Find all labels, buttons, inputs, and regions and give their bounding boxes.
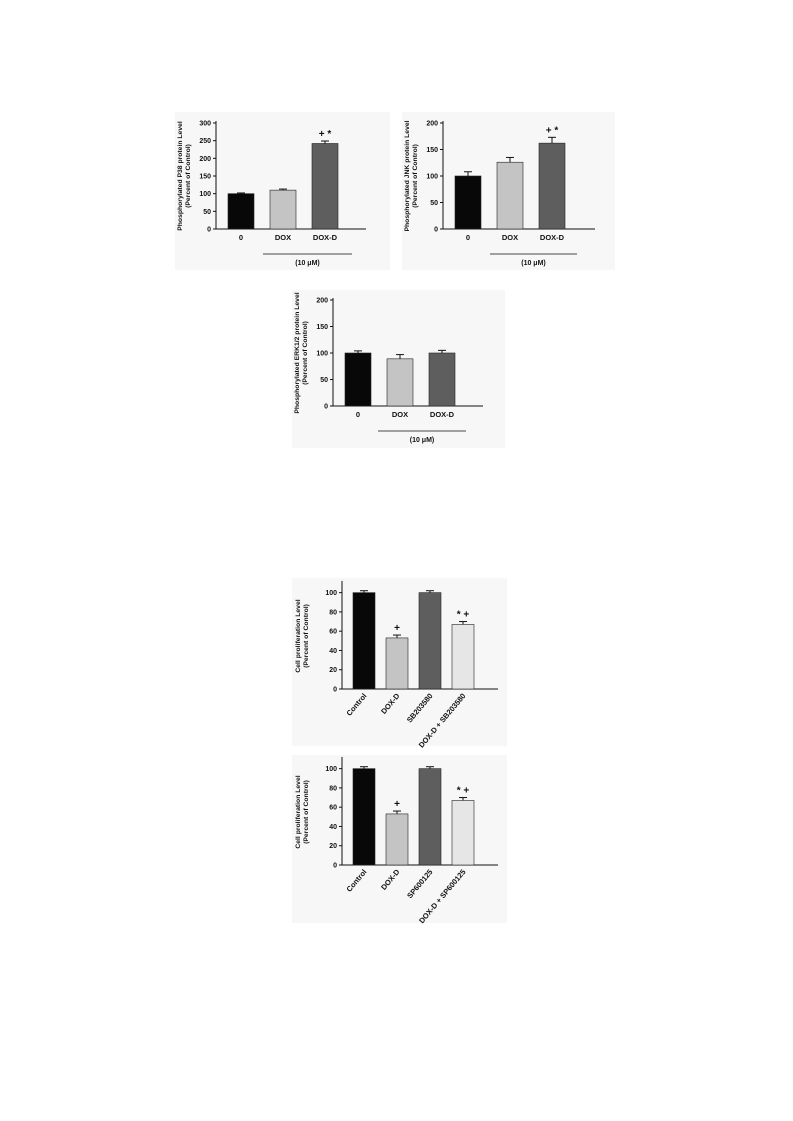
y-axis-label-line1: Phosphorylated ERK1/2 protein Level [294,292,301,413]
y-tick-label: 100 [199,191,211,198]
y-axis-label-line2: (Percent of Control) [303,780,310,844]
bar [269,189,297,230]
y-tick-label: 100 [325,590,337,597]
bar [454,175,482,230]
chart-prolif-sb: 0 20 40 60 80 100 Cell proliferation Level (Per… [295,581,498,750]
bar [352,768,376,866]
x-tick-label-text: Control [344,868,368,894]
y-tick-label: 20 [329,843,337,850]
bar [386,358,414,407]
y-tick-label: 40 [329,824,337,831]
bar [428,352,456,407]
y-tick-label: 100 [325,766,337,773]
bar [538,142,566,230]
y-tick-label: 100 [426,174,438,181]
x-tick-label: Control [344,868,368,894]
x-tick-label: DOX-D [430,410,455,419]
bar [385,637,409,690]
y-tick-label: 0 [434,227,438,234]
chart-p38: 0 50 100 150 200 250 300 Phosphorylated P38 pro… [177,121,366,267]
x-tick-label: DOX [502,233,518,242]
bar [451,624,475,690]
y-axis-label-line2: (Percent of Control) [185,144,192,208]
y-tick-label: 200 [426,121,438,128]
y-tick-label: 150 [199,174,211,181]
x-tick-label-text: DOX-D [379,691,402,716]
x-tick-label: 0 [239,233,243,242]
concentration-label: (10 μM) [295,260,320,267]
y-tick-label: 40 [329,648,337,655]
chart-jnk: 0 50 100 150 200 Phosphorylated JNK protein L… [404,120,595,267]
x-tick-label-text: SB203580 [405,692,435,725]
y-tick-label: 0 [324,404,328,411]
x-tick-label: 0 [466,233,470,242]
y-axis-label-line1: Cell proliferation Level [295,599,302,672]
concentration-label: (10 μM) [521,260,546,267]
x-tick-label: DOX [392,410,408,419]
y-tick-label: 60 [329,629,337,636]
bar [227,193,255,230]
x-tick-label-text: DOX-D [379,867,402,892]
x-tick-label: DOX-D [379,691,402,716]
x-tick-label: 0 [356,410,360,419]
y-tick-label: 0 [333,863,337,870]
y-axis-label-line1: Phosphorylated P38 protein Level [177,121,184,231]
bar [352,592,376,690]
bar [496,161,524,230]
bar [344,352,372,407]
significance-mark: + [394,623,400,634]
x-tick-label: DOX [275,233,291,242]
y-tick-label: 200 [199,156,211,163]
y-axis-label-line2: (Percent of Control) [412,144,419,208]
y-tick-label: 250 [199,138,211,145]
x-tick-label: SB203580 [405,692,435,725]
significance-mark: + [394,799,400,810]
significance-mark: * + [457,610,470,621]
y-axis-label: Cell proliferation Level (Percent of Cont… [295,599,310,672]
y-axis-label-line1: Cell proliferation Level [295,775,302,848]
y-tick-label: 300 [199,121,211,128]
y-axis-label: Phosphorylated P38 protein Level (Percent… [177,121,192,231]
y-tick-label: 50 [430,200,438,207]
bar [418,592,442,690]
y-tick-label: 100 [316,351,328,358]
y-tick-label: 80 [329,785,337,792]
y-axis-label: Phosphorylated JNK protein Level (Percent… [404,120,419,231]
chart-prolif-sp: 0 20 40 60 80 100 Cell proliferation Level (Per… [295,757,498,925]
bar [451,800,475,866]
x-tick-label-text: SP600125 [405,868,434,901]
bar [311,143,339,230]
x-tick-label: DOX-D [313,233,338,242]
y-axis-label-line2: (Percent of Control) [303,604,310,668]
y-tick-label: 80 [329,609,337,616]
y-tick-label: 0 [333,687,337,694]
concentration-label: (10 μM) [410,437,435,444]
y-tick-label: 150 [316,324,328,331]
x-tick-label-text: Control [344,692,368,718]
significance-mark: + * [319,129,332,140]
y-axis-label-line2: (Percent of Control) [302,321,309,385]
significance-mark: * + [457,786,470,797]
y-tick-label: 200 [316,298,328,305]
x-tick-label: DOX-D [540,233,565,242]
y-tick-label: 50 [320,377,328,384]
y-axis-label: Cell proliferation Level (Percent of Cont… [295,775,310,848]
x-tick-label: DOX-D [379,867,402,892]
y-tick-label: 50 [203,209,211,216]
bar [418,768,442,866]
chart-erk: 0 50 100 150 200 Phosphorylated ERK1/2 protei… [294,292,483,444]
x-tick-label: Control [344,692,368,718]
y-tick-label: 0 [207,227,211,234]
significance-mark: + * [546,125,559,136]
y-axis-label-line1: Phosphorylated JNK protein Level [404,120,411,231]
y-tick-label: 60 [329,805,337,812]
y-tick-label: 150 [426,147,438,154]
bar [385,813,409,866]
y-tick-label: 20 [329,667,337,674]
x-tick-label: SP600125 [405,868,434,901]
y-axis-label: Phosphorylated ERK1/2 protein Level (Perc… [294,292,309,413]
